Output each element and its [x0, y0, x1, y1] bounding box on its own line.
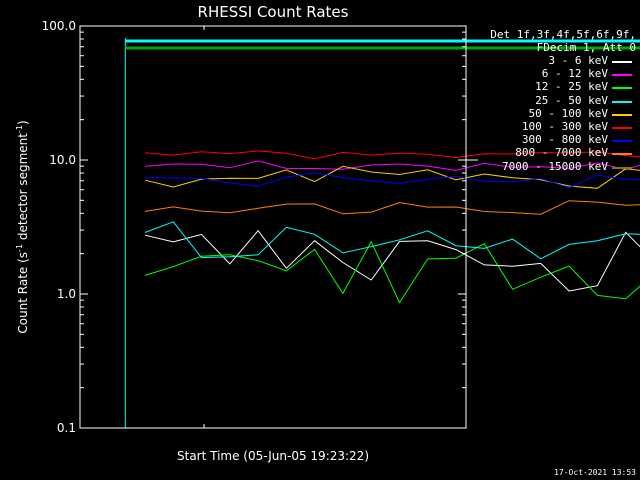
legend-item: 3 - 6 keV [480, 54, 636, 67]
legend-swatch [612, 74, 632, 77]
legend-item: 12 - 25 keV [480, 80, 636, 93]
legend-item: 6 - 12 keV [480, 67, 636, 80]
legend: Det 1f,3f,4f,5f,6f,9f, FDecim 1, Att 0 3… [480, 28, 636, 173]
legend-item: 800 - 7000 keV [480, 146, 636, 159]
x-axis-label: Start Time (05-Jun-05 19:23:22) [177, 449, 369, 463]
timestamp: 17-Oct-2021 13:53 [554, 468, 636, 477]
legend-swatch [612, 100, 632, 103]
legend-item: 100 - 300 keV [480, 120, 636, 133]
y-tick-label-3: 0.1 [57, 421, 76, 435]
legend-label: 25 - 50 keV [535, 93, 608, 107]
series-line-2 [144, 240, 640, 304]
legend-swatch [612, 140, 632, 143]
y-tick-label-1: 10.0 [49, 153, 76, 167]
legend-label: 800 - 7000 keV [515, 146, 608, 160]
y-axis-label-part-3: -1 [15, 125, 24, 133]
y-axis-label-part-0: Count Rate (s [16, 252, 30, 334]
plot-frame [79, 25, 467, 429]
y-axis-label: Count Rate (s-1 detector segment-1) [15, 120, 30, 333]
y-axis-label-part-4: ) [16, 120, 30, 125]
legend-label: 50 - 100 keV [528, 106, 608, 120]
y-axis-label-part-2: detector segment [16, 133, 30, 244]
legend-swatch [612, 61, 632, 63]
legend-label: 100 - 300 keV [521, 119, 608, 133]
y-axis-label-part-1: -1 [15, 244, 24, 252]
legend-swatch [612, 126, 632, 129]
legend-label: 12 - 25 keV [535, 80, 608, 94]
y-tick-label-0: 100.0 [42, 19, 76, 33]
legend-label: 7000 - 15000 keV [502, 159, 608, 173]
y-tick-label-2: 1.0 [57, 287, 76, 301]
legend-label: 300 - 800 keV [521, 133, 608, 147]
legend-header-2: FDecim 1, Att 0 [536, 41, 636, 54]
legend-item: 7000 - 15000 keV [480, 160, 636, 173]
legend-swatch [612, 87, 632, 90]
legend-item: 50 - 100 keV [480, 107, 636, 120]
legend-swatch [612, 113, 632, 116]
chart-title: RHESSI Count Rates [198, 3, 349, 21]
legend-label: 6 - 12 keV [541, 67, 608, 81]
legend-swatch [612, 153, 632, 156]
legend-item: 25 - 50 keV [480, 94, 636, 107]
legend-item: 300 - 800 keV [480, 133, 636, 146]
legend-label: 3 - 6 keV [548, 54, 608, 67]
legend-header-1: Det 1f,3f,4f,5f,6f,9f, [490, 28, 636, 41]
legend-swatch [612, 166, 632, 169]
